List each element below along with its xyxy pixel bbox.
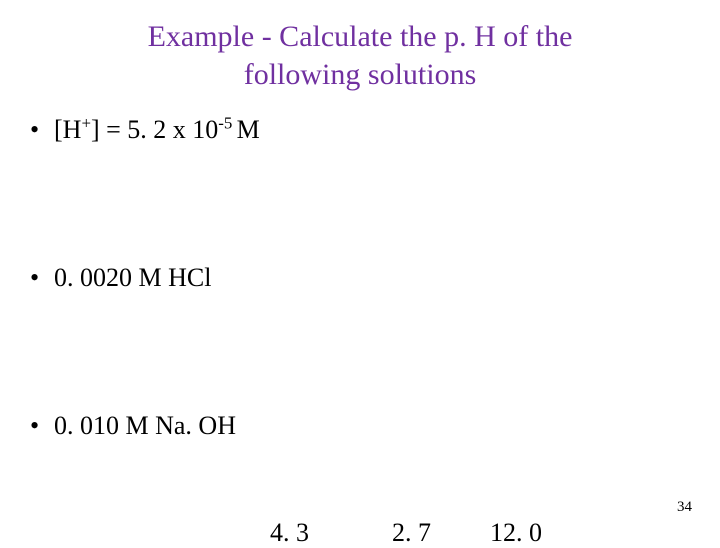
text-frag: M <box>237 115 260 144</box>
answer-value: 12. 0 <box>490 518 542 548</box>
bullet-item: • 0. 010 M Na. OH <box>30 411 720 441</box>
bullet-mark: • <box>30 115 54 145</box>
text-frag: [H <box>54 115 81 144</box>
bullet-list: • [H+] = 5. 2 x 10-5 M • 0. 0020 M HCl •… <box>0 93 720 441</box>
bullet-text: 0. 0020 M HCl <box>54 263 211 293</box>
answer-value: 2. 7 <box>392 518 431 548</box>
bullet-mark: • <box>30 263 54 293</box>
superscript: + <box>81 113 91 132</box>
answer-value: 4. 3 <box>270 518 309 548</box>
title-line-2: following solutions <box>0 56 720 94</box>
bullet-text: [H+] = 5. 2 x 10-5 M <box>54 115 260 145</box>
bullet-text: 0. 010 M Na. OH <box>54 411 236 441</box>
page-number: 34 <box>677 499 692 516</box>
superscript: -5 <box>218 113 236 132</box>
text-frag: ] = 5. 2 x 10 <box>91 115 218 144</box>
bullet-item: • 0. 0020 M HCl <box>30 263 720 293</box>
bullet-item: • [H+] = 5. 2 x 10-5 M <box>30 115 720 145</box>
slide-title: Example - Calculate the p. H of the foll… <box>0 0 720 93</box>
title-line-1: Example - Calculate the p. H of the <box>0 18 720 56</box>
bullet-mark: • <box>30 411 54 441</box>
